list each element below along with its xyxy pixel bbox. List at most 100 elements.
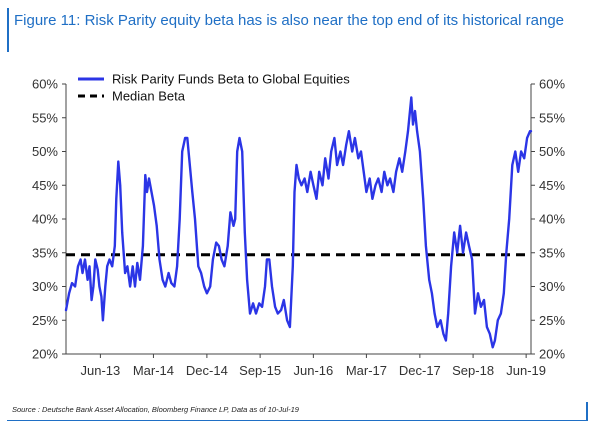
risk-parity-beta-point <box>508 218 511 220</box>
footer-rule <box>7 420 587 421</box>
risk-parity-beta-point <box>220 258 223 261</box>
risk-parity-beta-point <box>243 231 246 234</box>
risk-parity-beta-point <box>289 326 291 328</box>
risk-parity-beta-point <box>200 272 203 274</box>
risk-parity-beta-point <box>178 218 181 220</box>
risk-parity-beta-point <box>197 265 200 268</box>
legend-label: Risk Parity Funds Beta to Global Equitie… <box>112 72 350 87</box>
risk-parity-beta-point <box>229 211 232 214</box>
risk-parity-beta-point <box>517 170 520 173</box>
x-tick-label: Sep-15 <box>239 363 281 378</box>
risk-parity-beta-point <box>153 204 155 207</box>
risk-parity-beta-point <box>471 258 473 261</box>
risk-parity-beta-point <box>422 197 425 200</box>
risk-parity-beta-point <box>312 184 315 187</box>
risk-parity-beta-point <box>523 157 526 160</box>
risk-parity-beta-point <box>342 164 344 166</box>
chart-axes <box>65 84 532 355</box>
risk-parity-beta-point <box>412 123 414 126</box>
risk-parity-beta-point <box>410 96 413 99</box>
plot-area <box>64 96 533 349</box>
risk-parity-beta-point <box>209 285 212 288</box>
risk-parity-beta-point <box>131 265 134 268</box>
risk-parity-beta-point <box>486 326 488 328</box>
risk-parity-beta-line <box>64 96 533 349</box>
risk-parity-beta-point <box>266 258 268 261</box>
risk-parity-beta-point <box>226 245 229 247</box>
risk-parity-beta-point <box>286 319 288 322</box>
risk-parity-beta-point <box>414 110 416 112</box>
risk-parity-beta-point <box>191 191 194 193</box>
risk-parity-beta-point <box>102 319 104 322</box>
risk-parity-beta-point <box>139 278 141 281</box>
risk-parity-beta-point <box>348 130 350 133</box>
risk-parity-beta-point <box>321 184 324 187</box>
risk-parity-beta-point <box>155 224 158 227</box>
y-tick-label-left: 20% <box>32 347 58 362</box>
x-tick-label: Dec-17 <box>399 363 441 378</box>
figure-title: Figure 11: Risk Parity equity beta has i… <box>14 12 565 29</box>
risk-parity-beta-point <box>121 231 124 234</box>
risk-parity-beta-point <box>293 191 296 193</box>
risk-parity-beta-point <box>117 160 120 163</box>
risk-parity-beta-point <box>377 177 380 180</box>
risk-parity-beta-point <box>357 157 360 160</box>
risk-parity-beta-point <box>246 278 249 281</box>
risk-parity-beta-point <box>433 312 436 315</box>
risk-parity-beta-point <box>465 231 467 234</box>
risk-parity-beta-point <box>94 258 97 261</box>
risk-parity-beta-point <box>300 184 303 187</box>
risk-parity-beta-point <box>474 312 476 315</box>
risk-parity-beta-point <box>280 309 282 311</box>
risk-parity-beta-point <box>142 245 144 247</box>
risk-parity-beta-point <box>164 285 167 288</box>
y-tick-label-right: 60% <box>539 77 565 92</box>
y-tick-label-left: 25% <box>32 313 58 328</box>
risk-parity-beta-point <box>315 197 318 200</box>
risk-parity-beta-point <box>436 326 439 328</box>
risk-parity-beta-point <box>144 174 147 177</box>
risk-parity-beta-point <box>511 164 514 166</box>
risk-parity-beta-point <box>303 177 306 180</box>
risk-parity-beta-point <box>68 292 70 295</box>
risk-parity-beta-point <box>309 170 312 173</box>
risk-parity-beta-point <box>526 137 528 139</box>
risk-parity-beta-point <box>215 241 218 244</box>
risk-parity-beta-point <box>129 285 132 288</box>
risk-parity-beta-point <box>218 245 220 247</box>
y-tick-label-right: 40% <box>539 212 565 227</box>
risk-parity-beta-point <box>92 285 95 288</box>
risk-parity-beta-point <box>333 137 336 139</box>
risk-parity-beta-point <box>380 191 383 193</box>
risk-parity-beta-point <box>146 191 148 193</box>
risk-parity-beta-point <box>258 302 261 305</box>
y-tick-label-right: 55% <box>539 110 565 125</box>
risk-parity-beta-point <box>148 177 150 180</box>
risk-parity-beta-point <box>264 285 266 288</box>
risk-parity-beta-point <box>330 150 333 153</box>
risk-parity-beta-point <box>401 170 404 173</box>
risk-parity-beta-point <box>500 312 502 315</box>
risk-parity-beta-point <box>488 332 491 335</box>
risk-parity-beta-point <box>100 295 103 298</box>
risk-parity-beta-point <box>111 265 114 268</box>
risk-parity-beta-point <box>291 265 294 268</box>
y-tick-label-right: 45% <box>539 178 565 193</box>
y-tick-label-right: 50% <box>539 144 565 159</box>
risk-parity-beta-point <box>395 170 397 173</box>
risk-parity-beta-point <box>431 292 433 295</box>
risk-parity-beta-point <box>126 265 129 268</box>
risk-parity-beta-point <box>360 150 362 153</box>
risk-parity-beta-point <box>447 312 450 315</box>
y-tick-label-left: 55% <box>32 110 58 125</box>
risk-parity-beta-point <box>113 245 116 247</box>
risk-parity-beta-point <box>389 177 391 180</box>
risk-parity-beta-point <box>491 346 494 349</box>
risk-parity-beta-point <box>65 309 67 311</box>
risk-parity-beta-point <box>365 191 368 193</box>
y-tick-label-left: 60% <box>32 77 58 92</box>
risk-parity-beta-point <box>176 265 179 268</box>
x-tick-label: Mar-17 <box>346 363 387 378</box>
risk-parity-beta-point <box>81 272 84 274</box>
risk-parity-beta-point <box>505 251 508 254</box>
